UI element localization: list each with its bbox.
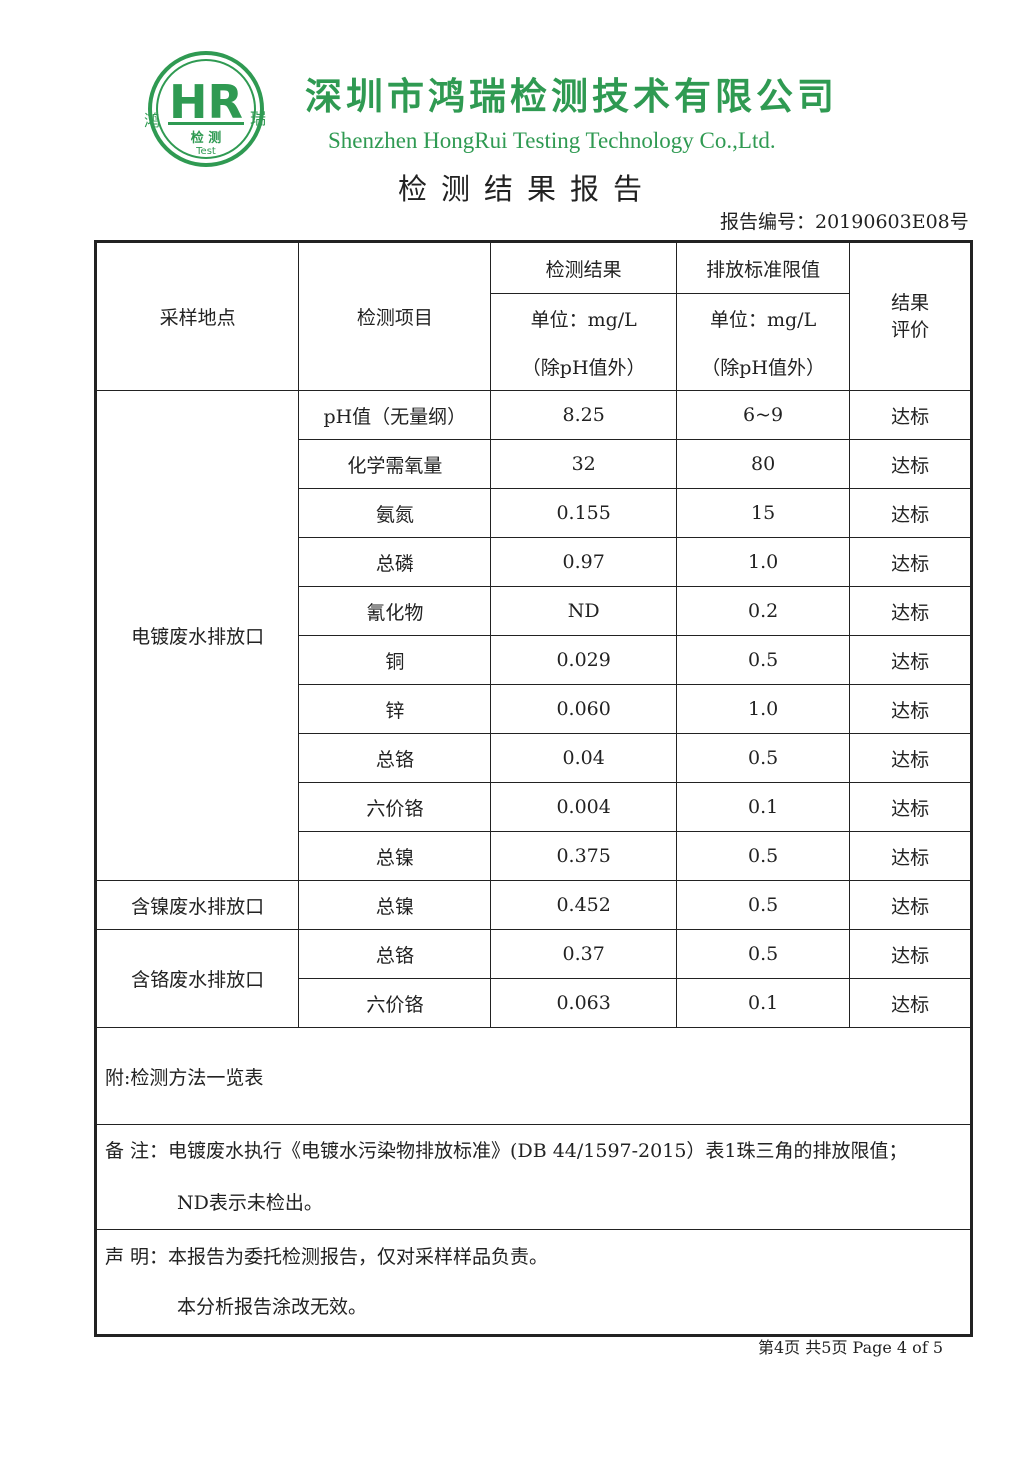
header-except-limit: （除pH值外） xyxy=(675,342,851,391)
header-evaluation: 结果评价 xyxy=(849,241,972,391)
table-row: 总磷 0.97 1.0 达标 xyxy=(96,537,972,587)
table-row: 化学需氧量 32 80 达标 xyxy=(96,439,972,489)
header-result: 检测结果 xyxy=(490,241,677,294)
statement-label: 声 明： xyxy=(105,1246,169,1268)
test-result: 0.452 xyxy=(490,880,677,930)
test-result: 0.060 xyxy=(490,684,677,734)
evaluation: 达标 xyxy=(849,390,972,440)
test-item: 六价铬 xyxy=(298,782,492,832)
evaluation: 达标 xyxy=(849,978,972,1028)
evaluation: 达标 xyxy=(849,733,972,783)
table-row: 铜 0.029 0.5 达标 xyxy=(96,635,972,685)
header-limit: 排放标准限值 xyxy=(675,241,851,294)
test-result: 0.375 xyxy=(490,831,677,881)
test-item: 六价铬 xyxy=(298,978,492,1028)
table-row: 六价铬 0.063 0.1 达标 xyxy=(96,978,972,1028)
standard-limit: 0.5 xyxy=(675,880,851,930)
svg-text:检 测: 检 测 xyxy=(191,130,222,146)
test-item: 总铬 xyxy=(298,733,492,783)
standard-limit: 80 xyxy=(675,439,851,489)
standard-limit: 0.5 xyxy=(675,733,851,783)
standard-limit: 0.1 xyxy=(675,978,851,1028)
test-result: 8.25 xyxy=(490,390,677,440)
evaluation: 达标 xyxy=(849,635,972,685)
table-row: 氰化物 ND 0.2 达标 xyxy=(96,586,972,636)
standard-limit: 15 xyxy=(675,488,851,538)
test-result: 0.004 xyxy=(490,782,677,832)
table-row: 氨氮 0.155 15 达标 xyxy=(96,488,972,538)
test-item: 氰化物 xyxy=(298,586,492,636)
evaluation: 达标 xyxy=(849,880,972,930)
standard-limit: 6~9 xyxy=(675,390,851,440)
notes: 备 注：电镀废水执行《电镀水污染物排放标准》(DB 44/1597-2015）表… xyxy=(95,1124,972,1230)
test-item: 氨氮 xyxy=(298,488,492,538)
sampling-location: 含铬废水排放口 xyxy=(94,929,300,1028)
standard-limit: 1.0 xyxy=(675,684,851,734)
evaluation: 达标 xyxy=(849,831,972,881)
standard-limit: 0.5 xyxy=(675,929,851,979)
results-table: 采样地点 检测项目 检测结果 排放标准限值 结果评价 单位：mg/L 单位：mg/… xyxy=(94,240,973,1337)
evaluation: 达标 xyxy=(849,684,972,734)
company-name-en: Shenzhen HongRui Testing Technology Co.,… xyxy=(328,128,776,153)
header-row: 采样地点 检测项目 检测结果 排放标准限值 结果评价 xyxy=(94,241,972,391)
test-item: 总镍 xyxy=(298,831,492,881)
standard-limit: 0.1 xyxy=(675,782,851,832)
svg-text:HR: HR xyxy=(169,75,243,129)
sampling-location: 含镍废水排放口 xyxy=(94,880,300,930)
table-row: 总铬 0.04 0.5 达标 xyxy=(96,733,972,783)
header-unit-limit: 单位：mg/L xyxy=(675,293,851,342)
standard-limit: 0.2 xyxy=(675,586,851,636)
svg-text:瑞: 瑞 xyxy=(250,109,266,128)
test-result: ND xyxy=(490,586,677,636)
evaluation: 达标 xyxy=(849,929,972,979)
table-row: 含铬废水排放口 总铬 0.37 0.5 达标 xyxy=(94,929,972,1028)
evaluation: 达标 xyxy=(849,782,972,832)
standard-limit: 0.5 xyxy=(675,831,851,881)
test-item: 总铬 xyxy=(298,929,492,979)
report-title: 检测结果报告 xyxy=(398,172,657,206)
sampling-location: 电镀废水排放口 xyxy=(94,390,300,881)
evaluation: 达标 xyxy=(849,586,972,636)
test-item: 铜 xyxy=(298,635,492,685)
test-item: 化学需氧量 xyxy=(298,439,492,489)
table-row: 含镍废水排放口 总镍 0.452 0.5 达标 xyxy=(94,880,972,930)
standard-limit: 0.5 xyxy=(675,635,851,685)
evaluation: 达标 xyxy=(849,537,972,587)
evaluation: 达标 xyxy=(849,439,972,489)
test-result: 0.97 xyxy=(490,537,677,587)
page-number: 第4页 共5页 Page 4 of 5 xyxy=(758,1338,944,1357)
svg-text:Test: Test xyxy=(195,146,216,157)
evaluation: 达标 xyxy=(849,488,972,538)
appendix: 附:检测方法一览表 xyxy=(95,1027,972,1125)
test-result: 0.37 xyxy=(490,929,677,979)
test-result: 32 xyxy=(490,439,677,489)
header-item: 检测项目 xyxy=(298,241,492,391)
table-row: 锌 0.060 1.0 达标 xyxy=(96,684,972,734)
test-result: 0.155 xyxy=(490,488,677,538)
notes-line1: 电镀废水执行《电镀水污染物排放标准》(DB 44/1597-2015）表1珠三角… xyxy=(168,1140,908,1162)
test-result: 0.063 xyxy=(490,978,677,1028)
statement-line2: 本分析报告涂改无效。 xyxy=(177,1296,368,1318)
header-except-result: （除pH值外） xyxy=(490,342,677,391)
test-item: 锌 xyxy=(298,684,492,734)
test-item: 总磷 xyxy=(298,537,492,587)
company-logo: HR 检 测 Test 鸿 瑞 xyxy=(144,51,266,167)
test-item: 总镍 xyxy=(298,880,492,930)
table-row: 电镀废水排放口 pH值（无量纲） 8.25 6~9 达标 xyxy=(94,390,972,881)
company-name-cn: 深圳市鸿瑞检测技术有限公司 xyxy=(305,75,838,118)
test-result: 0.029 xyxy=(490,635,677,685)
notes-label: 备 注： xyxy=(105,1140,169,1162)
report-number: 报告编号：20190603E08号 xyxy=(720,211,969,233)
standard-limit: 1.0 xyxy=(675,537,851,587)
test-item: pH值（无量纲） xyxy=(298,390,492,440)
statement: 声 明：本报告为委托检测报告，仅对采样样品负责。 本分析报告涂改无效。 xyxy=(95,1229,972,1336)
header-unit-result: 单位：mg/L xyxy=(490,293,677,342)
notes-line2: ND表示未检出。 xyxy=(177,1192,323,1214)
test-result: 0.04 xyxy=(490,733,677,783)
statement-line1: 本报告为委托检测报告，仅对采样样品负责。 xyxy=(168,1246,549,1268)
header-location: 采样地点 xyxy=(94,241,300,391)
svg-text:鸿: 鸿 xyxy=(144,111,160,130)
